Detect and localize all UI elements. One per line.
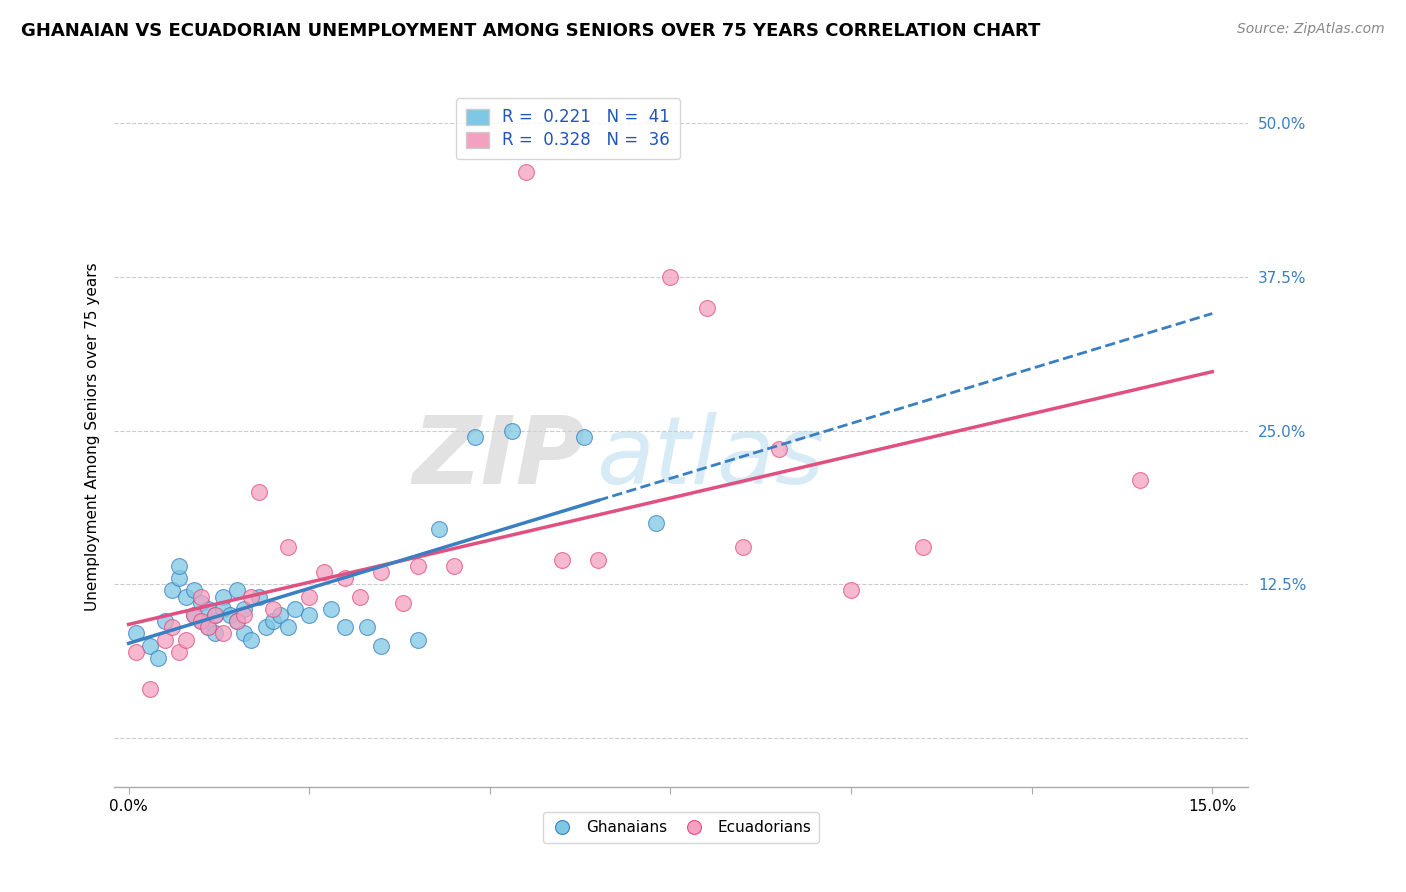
Point xyxy=(392,596,415,610)
Point xyxy=(659,269,682,284)
Point xyxy=(912,541,935,555)
Point xyxy=(1129,473,1152,487)
Point xyxy=(190,596,212,610)
Point xyxy=(319,602,342,616)
Point xyxy=(190,614,212,628)
Point xyxy=(731,541,754,555)
Point xyxy=(335,571,357,585)
Point xyxy=(160,583,183,598)
Point xyxy=(349,590,371,604)
Point xyxy=(277,541,299,555)
Point xyxy=(226,614,249,628)
Point xyxy=(139,681,162,696)
Point xyxy=(167,645,190,659)
Point xyxy=(501,424,523,438)
Point xyxy=(197,620,219,634)
Y-axis label: Unemployment Among Seniors over 75 years: Unemployment Among Seniors over 75 years xyxy=(86,262,100,611)
Point xyxy=(211,590,233,604)
Point xyxy=(515,165,537,179)
Point xyxy=(443,558,465,573)
Text: GHANAIAN VS ECUADORIAN UNEMPLOYMENT AMONG SENIORS OVER 75 YEARS CORRELATION CHAR: GHANAIAN VS ECUADORIAN UNEMPLOYMENT AMON… xyxy=(21,22,1040,40)
Point xyxy=(176,632,198,647)
Point xyxy=(406,632,429,647)
Point xyxy=(464,430,486,444)
Point xyxy=(204,626,226,640)
Point xyxy=(356,620,378,634)
Legend: Ghanaians, Ecuadorians: Ghanaians, Ecuadorians xyxy=(543,813,820,843)
Point xyxy=(645,516,668,530)
Point xyxy=(586,552,609,566)
Point xyxy=(298,590,321,604)
Point xyxy=(406,558,429,573)
Text: ZIP: ZIP xyxy=(412,412,585,504)
Point xyxy=(125,626,148,640)
Point xyxy=(572,430,595,444)
Point xyxy=(167,558,190,573)
Point xyxy=(139,639,162,653)
Point xyxy=(211,626,233,640)
Point xyxy=(839,583,862,598)
Point xyxy=(551,552,574,566)
Point xyxy=(160,620,183,634)
Point xyxy=(240,632,263,647)
Point xyxy=(247,485,270,500)
Text: Source: ZipAtlas.com: Source: ZipAtlas.com xyxy=(1237,22,1385,37)
Point xyxy=(197,620,219,634)
Point xyxy=(277,620,299,634)
Point xyxy=(197,602,219,616)
Point xyxy=(427,522,450,536)
Point xyxy=(247,590,270,604)
Point xyxy=(183,607,205,622)
Text: atlas: atlas xyxy=(596,412,824,503)
Point xyxy=(226,583,249,598)
Point xyxy=(153,632,176,647)
Point xyxy=(233,607,256,622)
Point xyxy=(226,614,249,628)
Point xyxy=(146,651,169,665)
Point xyxy=(233,626,256,640)
Point xyxy=(190,614,212,628)
Point xyxy=(696,301,718,315)
Point xyxy=(125,645,148,659)
Point xyxy=(211,602,233,616)
Point xyxy=(254,620,277,634)
Point xyxy=(153,614,176,628)
Point xyxy=(167,571,190,585)
Point xyxy=(233,602,256,616)
Point xyxy=(183,607,205,622)
Point xyxy=(190,590,212,604)
Point xyxy=(240,590,263,604)
Point xyxy=(183,583,205,598)
Point xyxy=(312,565,335,579)
Point xyxy=(262,614,284,628)
Point xyxy=(204,607,226,622)
Point xyxy=(370,565,392,579)
Point xyxy=(298,607,321,622)
Point xyxy=(335,620,357,634)
Point xyxy=(284,602,307,616)
Point xyxy=(176,590,198,604)
Point xyxy=(768,442,790,456)
Point xyxy=(204,607,226,622)
Point xyxy=(370,639,392,653)
Point xyxy=(262,602,284,616)
Point xyxy=(218,607,240,622)
Point xyxy=(269,607,291,622)
